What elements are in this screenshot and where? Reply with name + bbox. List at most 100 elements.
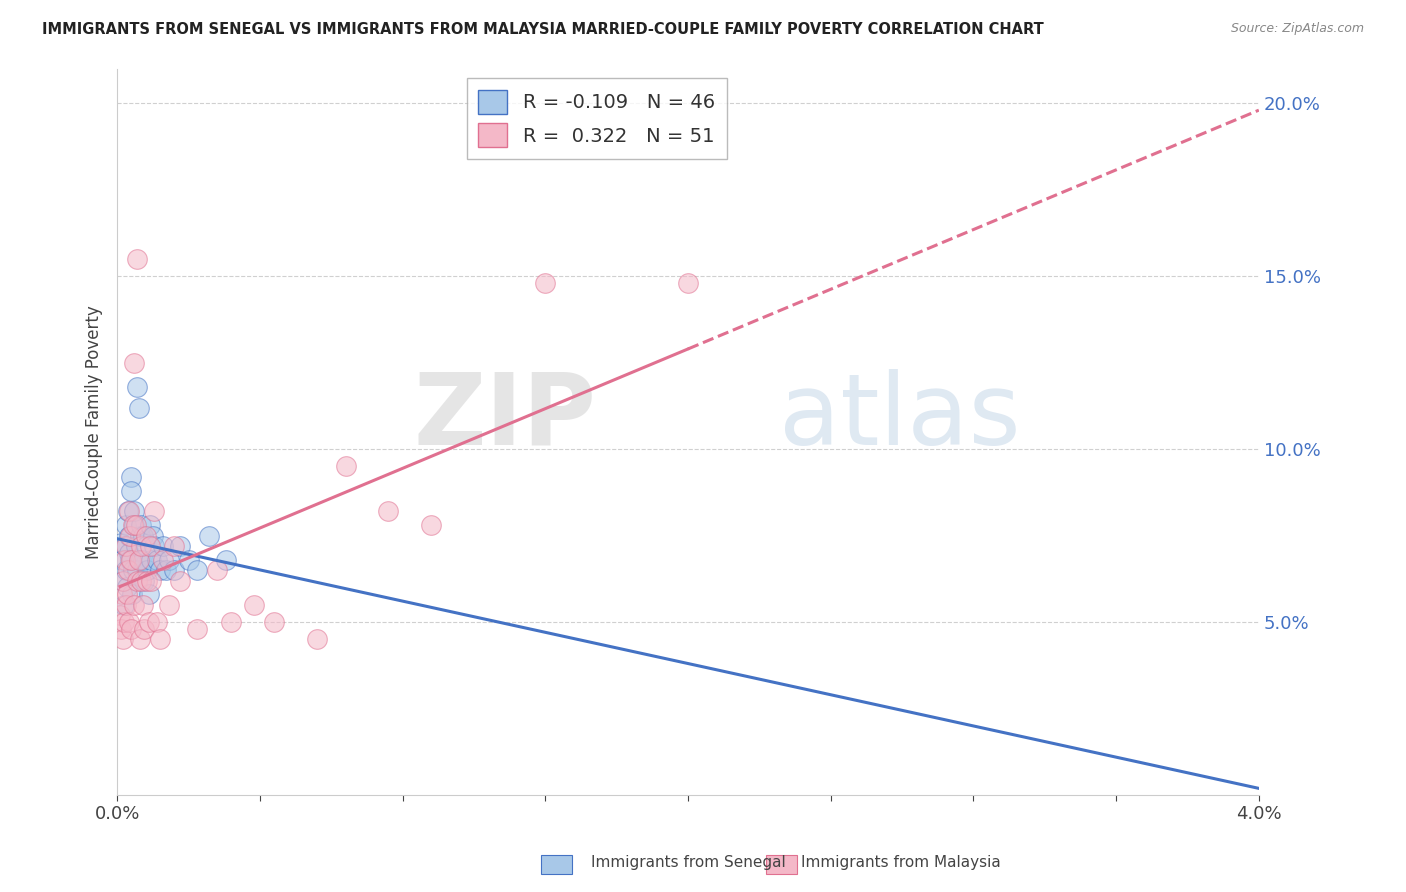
Point [420, 518, 443, 533]
Point [125, 563, 148, 577]
Point [169, 574, 191, 588]
Text: atlas: atlas [779, 368, 1021, 466]
Point [125, 539, 148, 553]
Point [157, 553, 180, 567]
Point [132, 528, 155, 542]
Point [125, 518, 148, 533]
Point [117, 504, 139, 518]
Point [110, 622, 132, 636]
Point [129, 632, 152, 647]
Point [122, 518, 145, 533]
Point [127, 252, 149, 266]
Point [146, 553, 169, 567]
Point [221, 615, 243, 629]
Point [131, 518, 153, 533]
Point [152, 539, 174, 553]
Point [111, 587, 134, 601]
Point [197, 528, 219, 542]
Point [186, 622, 208, 636]
Point [134, 574, 156, 588]
Point [377, 504, 399, 518]
Point [124, 355, 146, 369]
Point [111, 632, 134, 647]
Point [122, 598, 145, 612]
Point [128, 401, 150, 415]
Text: Immigrants from Senegal: Immigrants from Senegal [591, 855, 786, 870]
Point [117, 528, 139, 542]
Point [138, 615, 160, 629]
Point [112, 574, 135, 588]
Point [205, 563, 228, 577]
Point [676, 276, 699, 290]
Point [122, 563, 145, 577]
Point [118, 504, 141, 518]
Point [139, 518, 162, 533]
Point [142, 528, 165, 542]
Point [141, 553, 163, 567]
Point [115, 581, 138, 595]
Point [112, 574, 135, 588]
Point [132, 598, 155, 612]
Point [112, 598, 135, 612]
Point [120, 553, 142, 567]
Point [146, 615, 169, 629]
Point [136, 563, 159, 577]
Point [186, 563, 208, 577]
Point [149, 632, 172, 647]
Point [120, 483, 142, 498]
Point [143, 539, 166, 553]
Point [114, 518, 136, 533]
Text: Source: ZipAtlas.com: Source: ZipAtlas.com [1230, 22, 1364, 36]
Point [118, 546, 141, 560]
Point [122, 518, 145, 533]
Point [135, 539, 157, 553]
Point [149, 563, 172, 577]
Point [131, 574, 153, 588]
Point [214, 553, 236, 567]
Point [169, 539, 191, 553]
Point [127, 380, 149, 394]
Point [117, 615, 139, 629]
Point [177, 553, 200, 567]
Point [129, 553, 152, 567]
Point [114, 539, 136, 553]
Point [163, 563, 186, 577]
Point [136, 574, 159, 588]
Point [135, 528, 157, 542]
Text: Immigrants from Malaysia: Immigrants from Malaysia [801, 855, 1001, 870]
Point [139, 539, 162, 553]
Point [132, 553, 155, 567]
Point [335, 459, 357, 474]
Point [129, 539, 152, 553]
Point [124, 504, 146, 518]
Point [243, 598, 266, 612]
Point [263, 615, 285, 629]
Point [155, 563, 177, 577]
Point [108, 608, 131, 623]
Point [138, 587, 160, 601]
Point [134, 622, 156, 636]
Point [115, 539, 138, 553]
Y-axis label: Married-Couple Family Poverty: Married-Couple Family Poverty [86, 305, 103, 558]
Point [163, 539, 186, 553]
Point [152, 553, 174, 567]
Point [143, 504, 166, 518]
Point [110, 535, 132, 549]
Point [114, 598, 136, 612]
Point [121, 587, 143, 601]
Point [128, 553, 150, 567]
Point [157, 598, 180, 612]
Legend: R = -0.109   N = 46, R =  0.322   N = 51: R = -0.109 N = 46, R = 0.322 N = 51 [467, 78, 727, 159]
Point [111, 553, 134, 567]
Point [534, 276, 557, 290]
Point [115, 587, 138, 601]
Text: ZIP: ZIP [413, 368, 596, 466]
Point [125, 574, 148, 588]
Point [129, 528, 152, 542]
Point [118, 528, 141, 542]
Point [112, 615, 135, 629]
Point [118, 553, 141, 567]
Point [120, 622, 142, 636]
Text: IMMIGRANTS FROM SENEGAL VS IMMIGRANTS FROM MALAYSIA MARRIED-COUPLE FAMILY POVERT: IMMIGRANTS FROM SENEGAL VS IMMIGRANTS FR… [42, 22, 1043, 37]
Point [141, 574, 163, 588]
